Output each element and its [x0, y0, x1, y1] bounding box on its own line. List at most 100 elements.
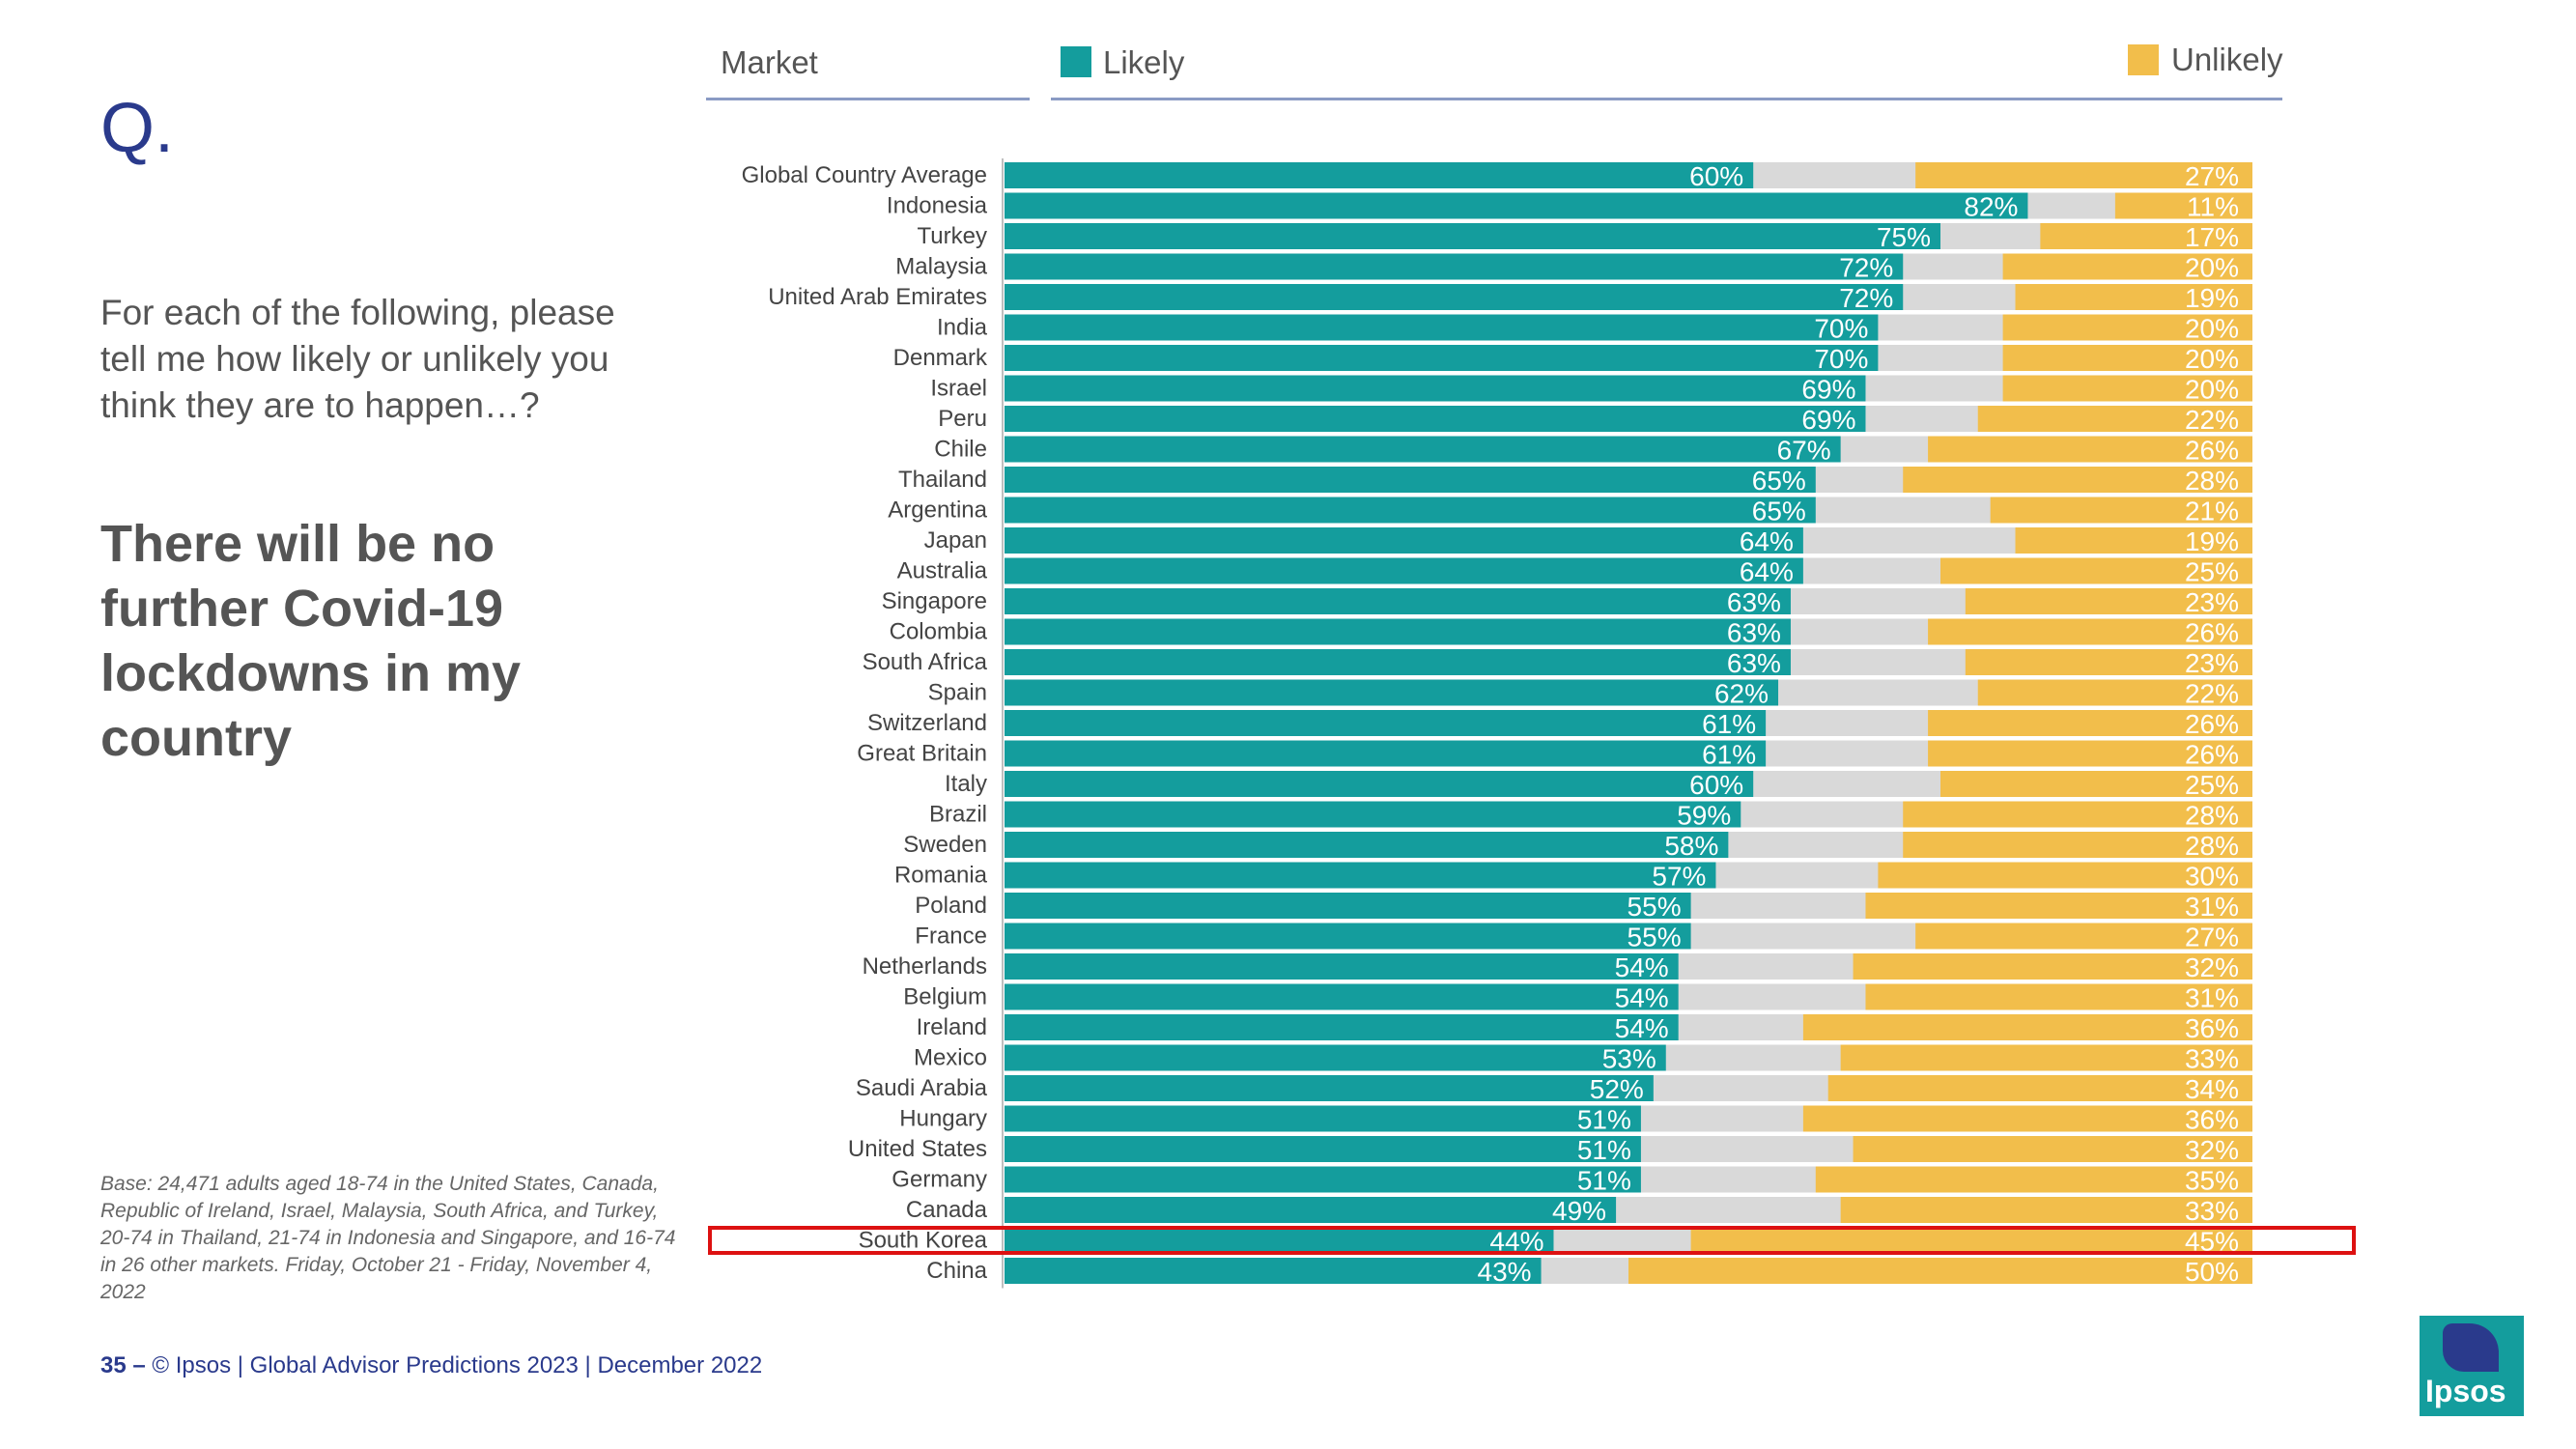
bar-unlikely-canada [1840, 1197, 2252, 1223]
bar-unlikely-sweden [1903, 832, 2252, 858]
bar-likely-japan [1005, 527, 1803, 554]
header-legend-line [1051, 98, 2282, 100]
category-label-switzerland: Switzerland [867, 710, 987, 736]
bar-unlikely-argentina [1990, 497, 2252, 524]
value-likely-japan: 64% [1740, 526, 1794, 556]
bar-likely-france [1005, 923, 1691, 950]
category-label-hungary: Hungary [899, 1106, 987, 1132]
bar-likely-spain [1005, 679, 1779, 706]
category-label-romania: Romania [894, 863, 988, 889]
value-likely-peru: 69% [1801, 405, 1855, 435]
value-likely-australia: 64% [1740, 557, 1794, 587]
bar-unlikely-peru [1977, 406, 2252, 432]
value-likely-malaysia: 72% [1839, 253, 1893, 283]
bar-likely-united-states [1005, 1136, 1641, 1162]
value-unlikely-colombia: 26% [2185, 618, 2239, 648]
value-unlikely-australia: 25% [2185, 557, 2239, 587]
bar-likely-south-korea [1005, 1227, 1554, 1254]
value-likely-spain: 62% [1714, 679, 1769, 709]
value-unlikely-china: 50% [2185, 1257, 2239, 1287]
value-unlikely-global-country-average: 27% [2185, 161, 2239, 191]
value-likely-italy: 60% [1689, 770, 1743, 800]
bar-unlikely-brazil [1903, 801, 2252, 828]
value-likely-israel: 69% [1801, 375, 1855, 405]
bar-likely-south-africa [1005, 649, 1791, 675]
legend-unlikely-swatch [2128, 44, 2159, 75]
category-label-colombia: Colombia [890, 619, 988, 645]
value-unlikely-denmark: 20% [2185, 344, 2239, 374]
value-unlikely-great-britain: 26% [2185, 740, 2239, 770]
value-unlikely-united-arab-emirates: 19% [2185, 283, 2239, 313]
value-likely-great-britain: 61% [1702, 740, 1756, 770]
category-label-belgium: Belgium [903, 984, 987, 1010]
value-likely-china: 43% [1478, 1257, 1532, 1287]
bar-likely-united-arab-emirates [1005, 284, 1904, 310]
category-label-singapore: Singapore [882, 588, 987, 614]
value-likely-hungary: 51% [1577, 1105, 1631, 1135]
bar-unlikely-spain [1977, 679, 2252, 706]
value-unlikely-saudi-arabia: 34% [2185, 1074, 2239, 1104]
bar-likely-china [1005, 1258, 1542, 1284]
bar-unlikely-south-korea [1690, 1227, 2252, 1254]
bar-unlikely-belgium [1865, 983, 2252, 1010]
value-unlikely-spain: 22% [2185, 679, 2239, 709]
footer-page-number: 35 – [100, 1352, 146, 1378]
south-korea-highlight-box [708, 1225, 2356, 1255]
value-likely-india: 70% [1814, 314, 1868, 344]
value-unlikely-italy: 25% [2185, 770, 2239, 800]
bar-unlikely-india [2002, 314, 2252, 341]
legend-likely-label: Likely [1103, 44, 1185, 80]
category-label-united-arab-emirates: United Arab Emirates [768, 284, 987, 310]
value-likely-singapore: 63% [1727, 587, 1781, 617]
bar-unlikely-saudi-arabia [1827, 1075, 2252, 1101]
value-likely-global-country-average: 60% [1689, 161, 1743, 191]
value-unlikely-japan: 19% [2185, 526, 2239, 556]
value-unlikely-malaysia: 20% [2185, 253, 2239, 283]
value-unlikely-indonesia: 11% [2187, 192, 2239, 222]
bar-unlikely-ireland [1802, 1014, 2252, 1040]
bar-unlikely-malaysia [2002, 253, 2252, 280]
value-likely-indonesia: 82% [1964, 192, 2018, 222]
value-unlikely-sweden: 28% [2185, 831, 2239, 861]
bar-likely-sweden [1005, 832, 1729, 858]
bar-unlikely-germany [1815, 1166, 2252, 1193]
value-likely-ireland: 54% [1615, 1013, 1669, 1043]
bar-unlikely-australia [1940, 557, 2252, 584]
bar-likely-argentina [1005, 497, 1816, 524]
bar-unlikely-colombia [1928, 618, 2252, 645]
value-unlikely-mexico: 33% [2185, 1044, 2239, 1074]
category-label-germany: Germany [892, 1167, 987, 1193]
value-unlikely-israel: 20% [2185, 375, 2239, 405]
bar-unlikely-romania [1878, 862, 2252, 889]
category-label-spain: Spain [928, 680, 987, 706]
value-likely-mexico: 53% [1602, 1044, 1656, 1074]
bar-likely-hungary [1005, 1105, 1641, 1132]
value-likely-united-arab-emirates: 72% [1839, 283, 1893, 313]
bar-likely-malaysia [1005, 253, 1904, 280]
bar-likely-saudi-arabia [1005, 1075, 1654, 1101]
bar-unlikely-global-country-average [1915, 162, 2252, 188]
value-unlikely-canada: 33% [2185, 1196, 2239, 1226]
value-unlikely-france: 27% [2185, 923, 2239, 952]
value-unlikely-ireland: 36% [2185, 1013, 2239, 1043]
value-likely-united-states: 51% [1577, 1135, 1631, 1165]
value-likely-denmark: 70% [1814, 344, 1868, 374]
category-label-argentina: Argentina [888, 497, 987, 524]
value-unlikely-peru: 22% [2185, 405, 2239, 435]
bar-likely-canada [1005, 1197, 1617, 1223]
bar-likely-thailand [1005, 467, 1816, 493]
bar-unlikely-united-arab-emirates [2015, 284, 2252, 310]
value-likely-saudi-arabia: 52% [1590, 1074, 1644, 1104]
bar-likely-italy [1005, 771, 1754, 797]
bar-likely-denmark [1005, 345, 1879, 371]
bar-unlikely-united-states [1853, 1136, 2252, 1162]
category-label-united-states: United States [848, 1136, 987, 1162]
value-unlikely-switzerland: 26% [2185, 709, 2239, 739]
value-likely-thailand: 65% [1752, 466, 1806, 496]
bar-unlikely-israel [2002, 375, 2252, 402]
bar-likely-turkey [1005, 223, 1940, 249]
value-likely-romania: 57% [1652, 862, 1706, 892]
bar-likely-switzerland [1005, 710, 1767, 736]
value-likely-germany: 51% [1577, 1166, 1631, 1196]
